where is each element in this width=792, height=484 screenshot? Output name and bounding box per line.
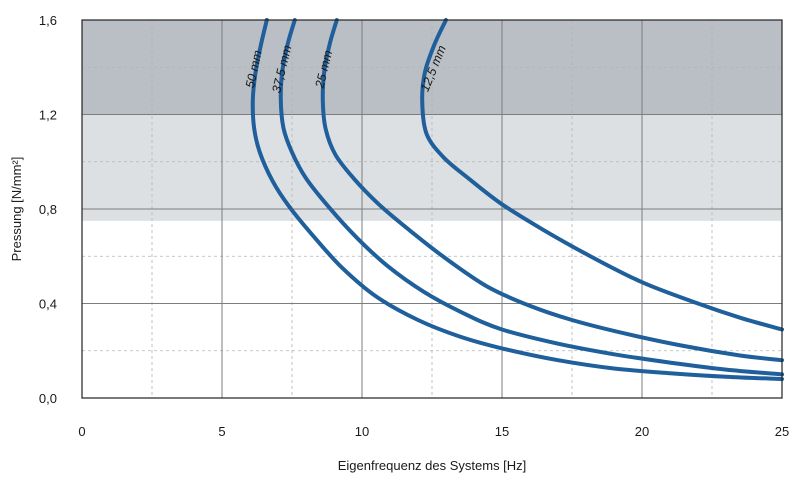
y-tick-label: 0,4: [39, 297, 57, 312]
y-tick-label: 0,0: [39, 391, 57, 406]
curve-1: [250, 18, 784, 382]
x-axis-title: Eigenfrequenz des Systems [Hz]: [338, 458, 527, 473]
curve-4: [420, 18, 784, 332]
y-tick-label: 0,8: [39, 202, 57, 217]
x-tick-label: 20: [635, 424, 649, 439]
plot-frame: [81, 19, 783, 399]
y-tick-labels: 0,0 0,4 0,8 1,2 1,6: [39, 13, 57, 406]
x-tick-label: 0: [78, 424, 85, 439]
y-axis-title: Pressung [N/mm²]: [9, 157, 24, 262]
x-tick-label: 10: [355, 424, 369, 439]
band-1: [82, 114, 782, 221]
curves: [250, 18, 784, 382]
x-tick-label: 15: [495, 424, 509, 439]
x-tick-labels: 0 5 10 15 20 25: [78, 424, 789, 439]
y-tick-label: 1,6: [39, 13, 57, 28]
grid: [82, 20, 782, 398]
curve-2: [278, 18, 784, 377]
y-tick-label: 1,2: [39, 108, 57, 123]
x-tick-label: 5: [218, 424, 225, 439]
curve-3: [320, 18, 784, 363]
x-tick-label: 25: [775, 424, 789, 439]
